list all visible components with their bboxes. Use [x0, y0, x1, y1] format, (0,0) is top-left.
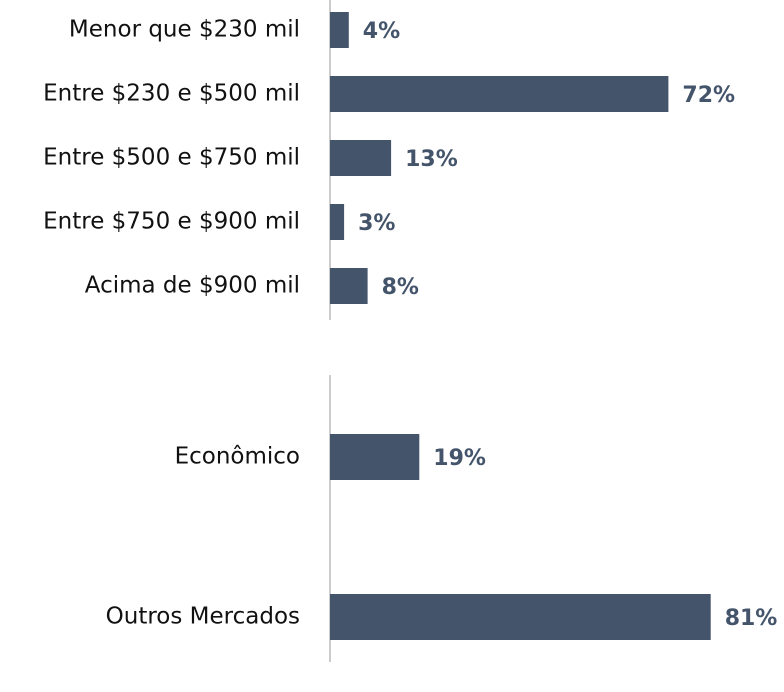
bar [330, 204, 345, 240]
bar [330, 76, 669, 112]
bar [330, 140, 392, 176]
bar [330, 12, 349, 48]
value-label: 19% [433, 446, 486, 471]
bar [330, 268, 368, 304]
category-label: Menor que $230 mil [69, 17, 300, 43]
category-label: Outros Mercados [106, 604, 300, 630]
category-label: Entre $750 e $900 mil [43, 209, 300, 235]
category-label: Econômico [175, 444, 300, 470]
bar [330, 434, 420, 480]
bar [330, 594, 711, 640]
category-label: Entre $230 e $500 mil [43, 81, 300, 107]
value-label: 13% [405, 147, 458, 172]
value-label: 3% [358, 211, 395, 236]
value-label: 4% [363, 19, 400, 44]
category-label: Entre $500 e $750 mil [43, 145, 300, 171]
category-label: Acima de $900 mil [85, 273, 300, 299]
value-label: 81% [725, 606, 778, 631]
value-label: 72% [682, 83, 735, 108]
value-label: 8% [382, 275, 419, 300]
